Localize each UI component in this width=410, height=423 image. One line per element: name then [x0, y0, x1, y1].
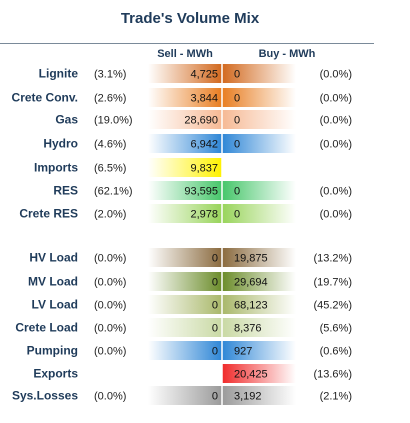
row-label-hv-load: HV Load — [29, 251, 78, 265]
page-title: Trade's Volume Mix — [120, 10, 260, 27]
buy-pct-pumping: (0.6%) — [320, 346, 352, 358]
buy-value-res: 0 — [234, 186, 240, 198]
buy-pct-sys-losses: (2.1%) — [320, 391, 352, 403]
sell-bar-crete-res — [148, 204, 222, 223]
sell-column-header: Sell - MWh — [157, 48, 213, 60]
buy-pct-exports: (13.6%) — [313, 369, 352, 381]
row-label-lignite: Lignite — [39, 67, 79, 81]
sell-bar-gas — [148, 110, 222, 129]
sell-pct-crete-conv: (2.6%) — [94, 93, 126, 105]
sell-pct-crete-load: (0.0%) — [94, 323, 126, 335]
sell-value-hv-load: 0 — [212, 253, 218, 265]
sell-value-mv-load: 0 — [212, 277, 218, 289]
row-label-hydro: Hydro — [43, 137, 78, 151]
sell-bar-crete-load — [148, 318, 222, 337]
sell-value-lv-load: 0 — [212, 300, 218, 312]
buy-pct-crete-conv: (0.0%) — [320, 93, 352, 105]
buy-value-hydro: 0 — [234, 139, 240, 151]
buy-value-lignite: 0 — [234, 69, 240, 81]
sell-pct-pumping: (0.0%) — [94, 346, 126, 358]
sell-pct-gas: (19.0%) — [94, 115, 133, 127]
buy-bar-mv-load — [222, 272, 296, 291]
buy-value-mv-load: 29,694 — [234, 277, 268, 289]
buy-bar-hv-load — [222, 248, 296, 267]
sell-pct-sys-losses: (0.0%) — [94, 391, 126, 403]
buy-value-crete-conv: 0 — [234, 93, 240, 105]
sell-bar-imports — [148, 158, 222, 177]
sell-value-crete-res: 2,978 — [190, 209, 218, 221]
row-label-crete-load: Crete Load — [15, 321, 78, 335]
sell-value-pumping: 0 — [212, 346, 218, 358]
sell-pct-crete-res: (2.0%) — [94, 209, 126, 221]
buy-bar-lignite — [222, 64, 296, 83]
row-label-imports: Imports — [34, 161, 78, 175]
sell-bar-lignite — [148, 64, 222, 83]
buy-value-hv-load: 19,875 — [234, 253, 268, 265]
buy-bar-sys-losses — [222, 386, 296, 405]
sell-value-hydro: 6,942 — [190, 139, 218, 151]
sell-pct-res: (62.1%) — [94, 186, 133, 198]
buy-pct-res: (0.0%) — [320, 186, 352, 198]
sell-value-res: 93,595 — [184, 186, 218, 198]
sell-value-imports: 9,837 — [190, 163, 218, 175]
buy-pct-lignite: (0.0%) — [320, 69, 352, 81]
buy-value-lv-load: 68,123 — [234, 300, 268, 312]
row-label-exports: Exports — [33, 367, 78, 381]
buy-bar-exports — [222, 364, 296, 383]
sell-bar-mv-load — [148, 272, 222, 291]
sell-pct-lv-load: (0.0%) — [94, 300, 126, 312]
buy-bar-hydro — [222, 134, 296, 153]
buy-bar-crete-res — [222, 204, 296, 223]
sell-bar-sys-losses — [148, 386, 222, 405]
sell-bar-hydro — [148, 134, 222, 153]
sell-value-gas: 28,690 — [184, 115, 218, 127]
buy-bar-pumping — [222, 341, 296, 360]
buy-pct-mv-load: (19.7%) — [313, 277, 352, 289]
row-label-lv-load: LV Load — [32, 298, 78, 312]
buy-pct-hv-load: (13.2%) — [313, 253, 352, 265]
sell-pct-imports: (6.5%) — [94, 163, 126, 175]
sell-value-crete-conv: 3,844 — [190, 93, 218, 105]
sell-bar-res — [148, 181, 222, 200]
buy-bar-gas — [222, 110, 296, 129]
buy-pct-crete-res: (0.0%) — [320, 209, 352, 221]
sell-bar-lv-load — [148, 295, 222, 314]
row-label-crete-res: Crete RES — [19, 207, 78, 221]
row-label-mv-load: MV Load — [28, 275, 78, 289]
buy-value-sys-losses: 3,192 — [234, 391, 262, 403]
buy-value-pumping: 927 — [234, 346, 252, 358]
row-label-crete-conv: Crete Conv. — [12, 91, 78, 105]
buy-bar-res — [222, 181, 296, 200]
buy-pct-crete-load: (5.6%) — [320, 323, 352, 335]
sell-bar-crete-conv — [148, 88, 222, 107]
buy-value-crete-load: 8,376 — [234, 323, 262, 335]
row-label-pumping: Pumping — [27, 344, 78, 358]
row-label-sys-losses: Sys.Losses — [12, 389, 78, 403]
buy-pct-hydro: (0.0%) — [320, 139, 352, 151]
buy-column-header: Buy - MWh — [258, 48, 316, 60]
buy-bar-lv-load — [222, 295, 296, 314]
sell-bar-hv-load — [148, 248, 222, 267]
sell-pct-lignite: (3.1%) — [94, 69, 126, 81]
buy-value-exports: 20,425 — [234, 369, 268, 381]
sell-value-lignite: 4,725 — [190, 69, 218, 81]
sell-pct-hv-load: (0.0%) — [94, 253, 126, 265]
sell-pct-mv-load: (0.0%) — [94, 277, 126, 289]
sell-value-sys-losses: 0 — [212, 391, 218, 403]
sell-pct-hydro: (4.6%) — [94, 139, 126, 151]
row-label-gas: Gas — [55, 113, 78, 127]
buy-pct-lv-load: (45.2%) — [313, 300, 352, 312]
sell-bar-pumping — [148, 341, 222, 360]
buy-pct-gas: (0.0%) — [320, 115, 352, 127]
buy-value-crete-res: 0 — [234, 209, 240, 221]
buy-bar-crete-conv — [222, 88, 296, 107]
row-label-res: RES — [53, 184, 78, 198]
buy-value-gas: 0 — [234, 115, 240, 127]
title-divider — [0, 43, 374, 44]
buy-bar-crete-load — [222, 318, 296, 337]
sell-value-crete-load: 0 — [212, 323, 218, 335]
